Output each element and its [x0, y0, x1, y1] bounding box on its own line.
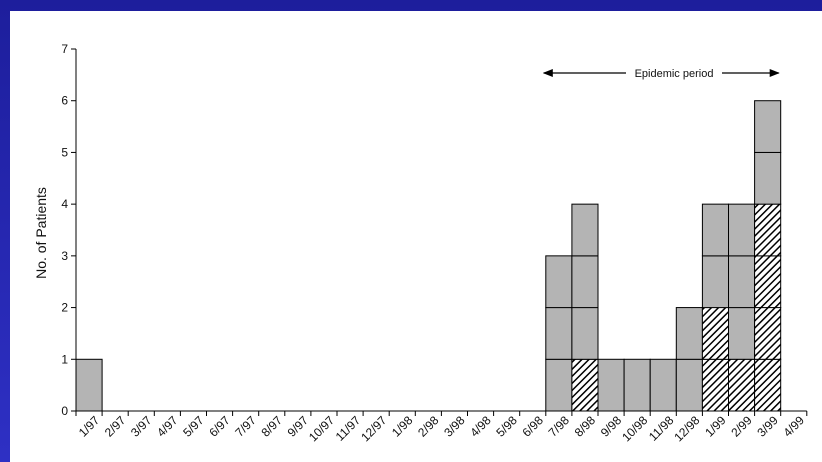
- y-tick-label: 3: [61, 249, 68, 263]
- y-tick-label: 2: [61, 301, 68, 315]
- y-ticks: 0 1 2 3 4 5 6 7: [61, 42, 76, 418]
- x-tick-label: 7/98: [546, 413, 573, 440]
- x-ticks: 1/97 2/97 3/97 4/97 5/97 6/97 7/97 8/97 9/9710/9…: [75, 411, 808, 444]
- bar-box: [545, 255, 573, 309]
- bar-box: [701, 203, 730, 257]
- x-tick-label: 10/97: [306, 413, 337, 444]
- x-tick-label: 8/98: [572, 413, 599, 440]
- bar-box: [728, 203, 756, 257]
- bar-box: [571, 307, 599, 360]
- x-tick-label: 5/97: [180, 413, 207, 440]
- y-tick-label: 1: [61, 352, 68, 366]
- x-tick-label: 11/97: [333, 413, 364, 444]
- x-tick-label: 8/97: [259, 413, 286, 440]
- x-tick-label: 6/98: [520, 413, 547, 440]
- bar-box: [649, 358, 677, 412]
- bar-box: [571, 255, 599, 309]
- y-tick-label: 5: [61, 145, 68, 159]
- x-tick-label: 4/98: [467, 413, 494, 440]
- y-tick-label: 6: [61, 94, 68, 108]
- bar-box-hatched: [754, 203, 782, 257]
- bar-box: [675, 358, 703, 412]
- bar-box-hatched: [728, 358, 756, 412]
- x-tick-label: 3/98: [441, 413, 468, 440]
- bar-box: [75, 358, 103, 412]
- bar-box-hatched: [754, 255, 782, 309]
- y-tick-label: 0: [61, 404, 68, 418]
- annotation-text: Epidemic period: [635, 68, 714, 80]
- x-tick-label: 10/98: [619, 413, 650, 444]
- bar-box: [623, 358, 651, 412]
- bar-box-hatched: [754, 307, 782, 360]
- x-tick-label: 2/98: [415, 413, 442, 440]
- bar-box: [675, 307, 703, 360]
- x-tick-label: 2/99: [728, 413, 755, 440]
- epidemic-period-annotation: Epidemic period: [542, 68, 780, 80]
- x-tick-label: 12/97: [358, 413, 389, 444]
- y-tick-label: 4: [61, 197, 68, 211]
- x-tick-label: 3/97: [128, 413, 155, 440]
- bar-box-hatched: [754, 358, 782, 412]
- bar-box: [597, 358, 625, 412]
- y-axis-label: No. of Patients: [33, 187, 49, 279]
- bar-box: [545, 358, 573, 412]
- x-tick-label: 1/98: [389, 413, 416, 440]
- bar-box: [728, 255, 756, 309]
- x-tick-label: 12/98: [671, 413, 702, 444]
- x-tick-label: 2/97: [102, 413, 129, 440]
- bar-box: [545, 307, 573, 360]
- x-tick-label: 6/97: [206, 413, 233, 440]
- x-tick-label: 1/99: [702, 413, 729, 440]
- bar-box-hatched: [571, 358, 599, 412]
- bar-box: [754, 100, 782, 153]
- bar-box: [728, 307, 756, 360]
- bar-box: [571, 203, 599, 257]
- y-tick-label: 7: [61, 42, 68, 56]
- x-tick-label: 11/98: [646, 413, 677, 444]
- bar-box: [754, 151, 782, 205]
- bar-box-hatched: [701, 307, 730, 360]
- bars-layer: [75, 100, 782, 412]
- bar-box: [701, 255, 730, 309]
- x-tick-label: 1/97: [76, 413, 103, 440]
- x-tick-label: 7/97: [232, 413, 259, 440]
- bar-box-hatched: [701, 358, 730, 412]
- x-tick-label: 4/97: [154, 413, 181, 440]
- x-tick-label: 5/98: [493, 413, 520, 440]
- x-tick-label: 3/99: [754, 413, 781, 440]
- x-tick-label: 4/99: [781, 413, 808, 440]
